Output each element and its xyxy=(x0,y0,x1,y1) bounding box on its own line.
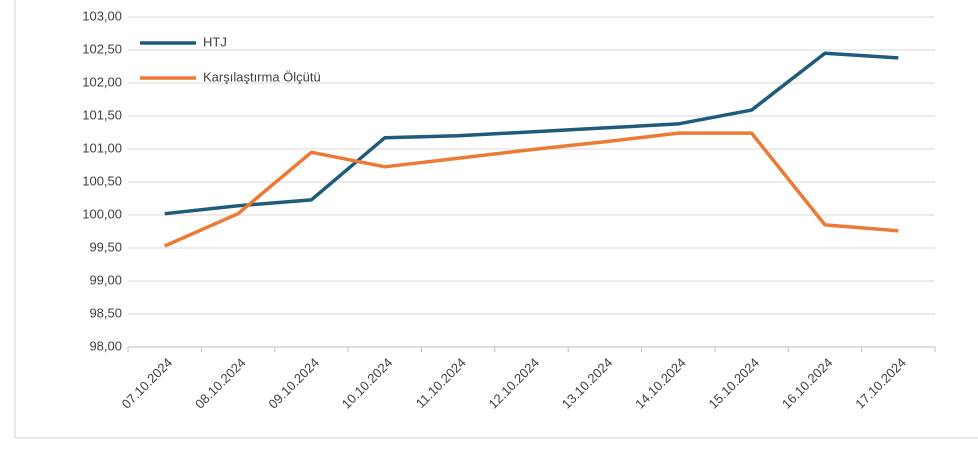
x-tick-label: 14.10.2024 xyxy=(632,355,689,412)
x-tick-label: 15.10.2024 xyxy=(706,355,763,412)
y-tick-label: 102,50 xyxy=(82,41,122,56)
y-tick-label: 103,00 xyxy=(82,8,122,23)
x-tick-label: 09.10.2024 xyxy=(265,355,322,412)
x-tick-label: 11.10.2024 xyxy=(413,355,469,411)
y-tick-label: 101,50 xyxy=(82,107,122,122)
y-tick-label: 98,50 xyxy=(89,305,122,320)
series-line xyxy=(164,51,899,216)
x-tick-label: 07.10.2024 xyxy=(119,355,176,412)
y-tick-label: 100,00 xyxy=(82,206,122,221)
y-tick-label: 101,00 xyxy=(82,140,122,155)
y-tick-label: 99,50 xyxy=(89,239,122,254)
y-tick-label: 100,50 xyxy=(82,173,122,188)
x-tick-label: 10.10.2024 xyxy=(339,355,396,412)
x-tick-label: 16.10.2024 xyxy=(779,355,836,412)
x-tick-label: 13.10.2024 xyxy=(559,355,616,412)
legend-label: HTJ xyxy=(203,34,227,49)
y-tick-label: 98,00 xyxy=(89,338,122,353)
legend-label: Karşılaştırma Ölçütü xyxy=(203,69,321,84)
x-tick-label: 17.10.2024 xyxy=(852,355,909,412)
x-tick-label: 08.10.2024 xyxy=(192,355,249,412)
series-line xyxy=(163,131,899,248)
y-tick-label: 102,00 xyxy=(82,74,122,89)
y-tick-label: 99,00 xyxy=(89,272,122,287)
x-tick-label: 12.10.2024 xyxy=(485,355,542,412)
